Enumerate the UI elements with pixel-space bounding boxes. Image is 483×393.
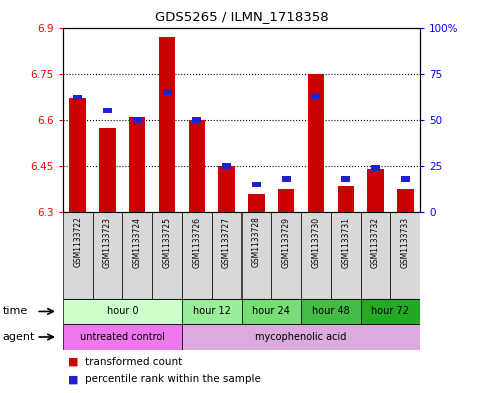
Bar — [73, 95, 82, 101]
Bar — [192, 117, 201, 123]
Bar — [189, 120, 205, 212]
Text: ■: ■ — [68, 356, 78, 367]
Bar — [301, 299, 361, 324]
Bar — [63, 299, 182, 324]
Bar — [63, 324, 182, 350]
Text: hour 12: hour 12 — [193, 307, 231, 316]
Text: GDS5265 / ILMN_1718358: GDS5265 / ILMN_1718358 — [155, 10, 328, 23]
Bar — [129, 117, 145, 212]
Text: hour 0: hour 0 — [107, 307, 138, 316]
Text: time: time — [2, 307, 28, 316]
Text: GSM1133724: GSM1133724 — [133, 217, 142, 268]
Bar — [390, 212, 420, 299]
Bar — [401, 176, 410, 182]
Bar — [122, 212, 152, 299]
Bar — [338, 186, 354, 212]
Bar — [397, 189, 413, 212]
Text: GSM1133725: GSM1133725 — [163, 217, 171, 268]
Text: hour 72: hour 72 — [371, 307, 410, 316]
Text: mycophenolic acid: mycophenolic acid — [256, 332, 347, 342]
Text: GSM1133731: GSM1133731 — [341, 217, 350, 268]
Text: GSM1133729: GSM1133729 — [282, 217, 291, 268]
Bar — [252, 182, 261, 187]
Bar — [222, 163, 231, 169]
Bar — [182, 324, 420, 350]
Text: GSM1133726: GSM1133726 — [192, 217, 201, 268]
Bar — [182, 212, 212, 299]
Text: GSM1133732: GSM1133732 — [371, 217, 380, 268]
Text: GSM1133730: GSM1133730 — [312, 217, 320, 268]
Text: GSM1133723: GSM1133723 — [103, 217, 112, 268]
Bar — [163, 89, 171, 95]
Bar — [218, 166, 235, 212]
Bar — [242, 212, 271, 299]
Text: agent: agent — [2, 332, 35, 342]
Bar — [312, 93, 320, 99]
Bar — [159, 37, 175, 212]
Bar — [248, 194, 265, 212]
Bar — [103, 108, 112, 114]
Text: hour 48: hour 48 — [312, 307, 350, 316]
Text: transformed count: transformed count — [85, 356, 182, 367]
Bar — [361, 299, 420, 324]
Bar — [133, 117, 142, 123]
Text: hour 24: hour 24 — [252, 307, 290, 316]
Bar — [308, 74, 324, 212]
Text: percentile rank within the sample: percentile rank within the sample — [85, 374, 260, 384]
Bar — [282, 176, 291, 182]
Bar — [301, 212, 331, 299]
Bar — [361, 212, 390, 299]
Bar — [99, 128, 115, 212]
Bar — [63, 212, 93, 299]
Bar — [278, 189, 294, 212]
Bar — [93, 212, 122, 299]
Text: GSM1133728: GSM1133728 — [252, 217, 261, 267]
Text: ■: ■ — [68, 374, 78, 384]
Bar — [341, 176, 350, 182]
Bar — [368, 169, 384, 212]
Bar — [331, 212, 361, 299]
Bar — [271, 212, 301, 299]
Bar — [152, 212, 182, 299]
Bar — [371, 165, 380, 171]
Text: GSM1133722: GSM1133722 — [73, 217, 82, 267]
Text: untreated control: untreated control — [80, 332, 165, 342]
Bar — [212, 212, 242, 299]
Bar — [70, 98, 86, 212]
Bar — [242, 299, 301, 324]
Bar — [182, 299, 242, 324]
Text: GSM1133727: GSM1133727 — [222, 217, 231, 268]
Text: GSM1133733: GSM1133733 — [401, 217, 410, 268]
